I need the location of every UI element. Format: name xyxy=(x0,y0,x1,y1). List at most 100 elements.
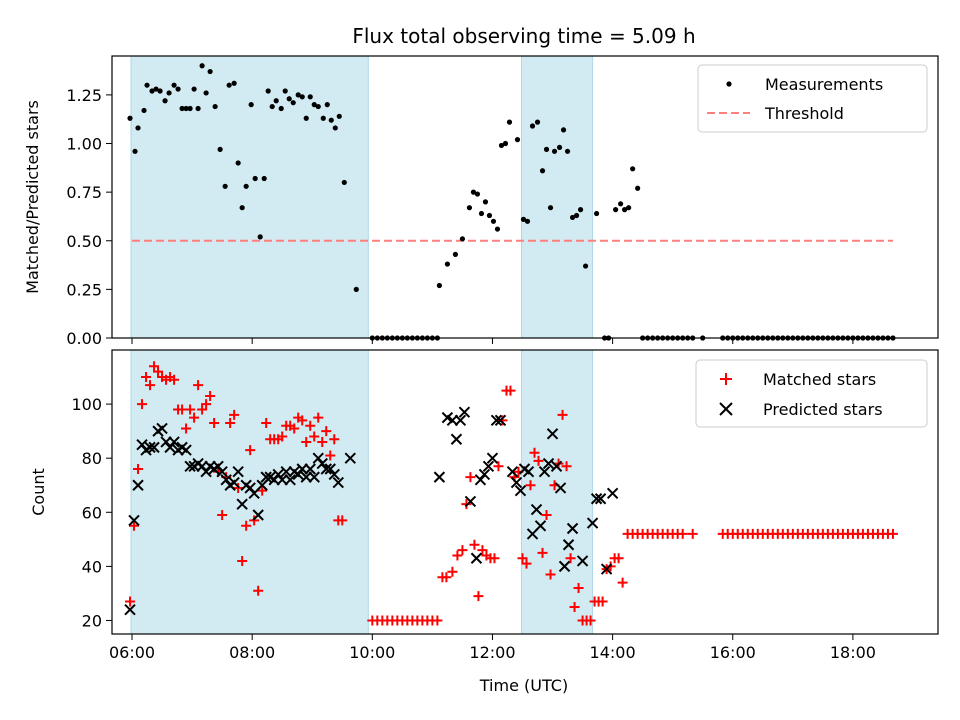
bottom-y-tick-label: 40 xyxy=(82,557,102,576)
matched-star-point xyxy=(469,539,480,550)
measurement-point xyxy=(282,88,288,94)
measurement-point xyxy=(144,82,150,88)
legend-matched-label: Matched stars xyxy=(763,370,876,389)
predicted-star-point xyxy=(470,552,483,564)
predicted-star-point xyxy=(482,460,495,473)
predicted-star-point xyxy=(554,482,567,494)
bottom-panel: 20 40 60 80 100 06:00 08:00 10:00 12:00 14:00 16:… xyxy=(29,349,939,695)
measurement-point xyxy=(217,146,223,152)
predicted-star-point xyxy=(124,603,136,616)
measurement-point xyxy=(486,212,493,219)
measurement-point xyxy=(474,191,481,197)
predicted-star-point xyxy=(320,463,332,475)
matched-star-point xyxy=(329,434,340,445)
predicted-star-point xyxy=(494,414,507,427)
matched-star-point xyxy=(477,545,488,556)
matched-star-point xyxy=(533,455,544,466)
matched-star-point xyxy=(205,390,216,401)
bottom-x-tick-label: 18:00 xyxy=(830,643,876,662)
measurement-point xyxy=(452,251,459,257)
matched-star-point xyxy=(229,409,240,420)
matched-star-point xyxy=(261,418,272,429)
predicted-star-point xyxy=(344,452,356,464)
matched-star-point xyxy=(153,366,164,377)
matched-star-point xyxy=(493,461,504,472)
matched-star-point xyxy=(169,374,180,385)
measurement-point xyxy=(502,140,509,147)
matched-star-point xyxy=(209,418,220,429)
predicted-star-point xyxy=(550,460,563,473)
matched-star-point xyxy=(613,553,624,564)
matched-star-point xyxy=(537,547,548,558)
bottom-shaded-regions xyxy=(130,349,594,635)
predicted-star-point xyxy=(180,444,192,456)
bottom-x-ticks: 06:00 08:00 10:00 12:00 14:00 16:00 18:00 xyxy=(109,634,876,662)
predicted-star-point xyxy=(148,441,160,454)
matched-star-point xyxy=(313,412,324,423)
measurement-point xyxy=(127,115,133,121)
measurement-point xyxy=(524,218,531,224)
matched-star-point xyxy=(517,553,528,564)
measurement-point xyxy=(257,234,263,240)
predicted-star-point xyxy=(506,466,519,478)
measurement-point xyxy=(466,205,473,211)
matched-star-point xyxy=(545,569,556,580)
bottom-x-tick-label: 14:00 xyxy=(590,643,636,662)
top-legend-box xyxy=(697,64,928,133)
bottom-y-axis-label: Count xyxy=(29,468,48,516)
measurement-point xyxy=(243,183,249,189)
measurement-point xyxy=(543,146,550,152)
matched-star-point xyxy=(189,412,200,423)
predicted-star-point xyxy=(304,463,316,475)
predicted-star-point xyxy=(590,493,603,505)
bottom-legend-box xyxy=(695,359,928,428)
matched-star-point xyxy=(197,404,208,415)
measurement-point xyxy=(482,199,489,205)
measurement-point xyxy=(506,119,513,125)
bottom-y-tick-label: 80 xyxy=(82,449,102,468)
predicted-star-point xyxy=(538,466,551,478)
matched-star-point xyxy=(687,528,698,539)
measurement-point xyxy=(534,119,541,125)
measurement-point xyxy=(613,207,619,213)
predicted-star-point xyxy=(168,436,180,448)
predicted-star-point xyxy=(450,433,463,445)
matched-star-point xyxy=(521,558,532,569)
measurement-point xyxy=(490,218,497,224)
measurement-point xyxy=(290,100,296,106)
matched-star-point xyxy=(317,436,328,447)
matched-star-point xyxy=(585,615,596,626)
predicted-star-point xyxy=(530,503,543,516)
matched-star-point xyxy=(277,431,288,442)
measurement-point xyxy=(529,123,536,129)
matched-star-point xyxy=(447,566,458,577)
measurement-point xyxy=(336,113,342,119)
matched-star-point xyxy=(573,583,584,594)
measurement-point xyxy=(195,105,201,112)
bottom-x-tick-label: 10:00 xyxy=(349,643,395,662)
measurement-point xyxy=(149,88,155,94)
measurement-point xyxy=(303,115,309,121)
measurement-point xyxy=(494,226,501,232)
measurement-point xyxy=(269,103,275,110)
predicted-star-point xyxy=(144,441,156,454)
measurement-point xyxy=(157,88,163,94)
measurement-point xyxy=(141,107,147,114)
measurement-point xyxy=(171,82,177,88)
measurement-point xyxy=(520,216,527,222)
predicted-star-point xyxy=(486,452,499,464)
predicted-star-point xyxy=(252,509,264,521)
matched-star-point xyxy=(137,399,148,410)
measurement-point xyxy=(162,98,168,104)
bottom-plot-frame xyxy=(111,349,939,635)
measurement-point xyxy=(564,148,571,154)
bottom-x-tick-label: 12:00 xyxy=(469,643,515,662)
legend-matched-marker xyxy=(720,373,732,385)
measurement-point xyxy=(618,201,624,207)
measurement-point xyxy=(265,88,271,94)
measurement-point xyxy=(311,102,317,108)
measurement-point xyxy=(547,205,554,211)
legend-threshold-label: Threshold xyxy=(764,104,844,123)
measurement-point xyxy=(593,210,600,217)
predicted-star-point xyxy=(522,466,535,478)
